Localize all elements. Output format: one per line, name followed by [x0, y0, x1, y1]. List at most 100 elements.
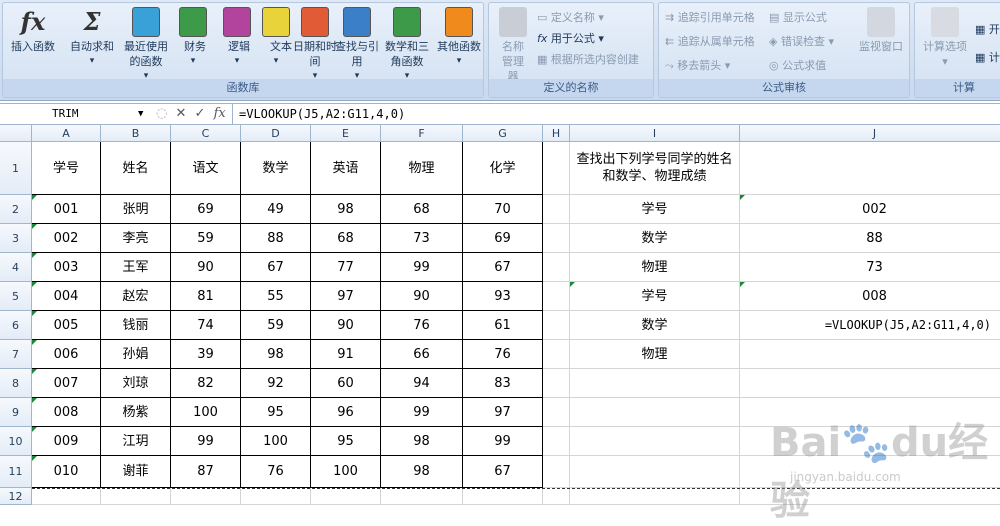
- cell-H2[interactable]: [543, 195, 570, 224]
- cell-D8[interactable]: 92: [241, 369, 311, 398]
- cell-D2[interactable]: 49: [241, 195, 311, 224]
- cell-B3[interactable]: 李亮: [101, 224, 171, 253]
- cell-I1[interactable]: 查找出下列学号同学的姓名和数学、物理成绩: [570, 142, 740, 195]
- cell-D5[interactable]: 55: [241, 282, 311, 311]
- cell-C7[interactable]: 39: [171, 340, 241, 369]
- cell-D12[interactable]: [241, 488, 311, 505]
- cell-D4[interactable]: 67: [241, 253, 311, 282]
- function-button-1[interactable]: Σ 自动求和 ▾: [67, 7, 117, 69]
- row-header-2[interactable]: 2: [0, 195, 32, 224]
- row-header-3[interactable]: 3: [0, 224, 32, 253]
- cell-A11[interactable]: 010: [32, 456, 101, 488]
- cell-C2[interactable]: 69: [171, 195, 241, 224]
- cell-C4[interactable]: 90: [171, 253, 241, 282]
- cell-E2[interactable]: 98: [311, 195, 381, 224]
- row-header-11[interactable]: 11: [0, 456, 32, 488]
- cell-A1[interactable]: 学号: [32, 142, 101, 195]
- column-header-F[interactable]: F: [381, 125, 463, 142]
- cell-F11[interactable]: 98: [381, 456, 463, 488]
- cell-A12[interactable]: [32, 488, 101, 505]
- cell-I7[interactable]: 物理: [570, 340, 740, 369]
- calc-now-button[interactable]: ▦ 开: [975, 23, 1000, 36]
- row-header-10[interactable]: 10: [0, 427, 32, 456]
- cell-C9[interactable]: 100: [171, 398, 241, 427]
- cell-D11[interactable]: 76: [241, 456, 311, 488]
- cell-B2[interactable]: 张明: [101, 195, 171, 224]
- cell-J3[interactable]: 88: [740, 224, 1000, 253]
- cell-A5[interactable]: 004: [32, 282, 101, 311]
- cell-B11[interactable]: 谢菲: [101, 456, 171, 488]
- cell-E3[interactable]: 68: [311, 224, 381, 253]
- cell-I6[interactable]: 数学: [570, 311, 740, 340]
- function-button-8[interactable]: 数学和三角函数 ▾: [381, 7, 433, 84]
- name-manager-button[interactable]: 名称管理器: [491, 7, 535, 84]
- cell-F6[interactable]: 76: [381, 311, 463, 340]
- function-button-2[interactable]: 最近使用的函数 ▾: [119, 7, 173, 84]
- cell-B7[interactable]: 孙娟: [101, 340, 171, 369]
- cell-D3[interactable]: 88: [241, 224, 311, 253]
- error-checking-button[interactable]: ◈ 错误检查 ▾: [769, 35, 834, 48]
- select-all-button[interactable]: [0, 125, 32, 142]
- cell-I11[interactable]: [570, 456, 740, 488]
- evaluate-formula-button[interactable]: ◎ 公式求值: [769, 59, 827, 72]
- cell-E10[interactable]: 95: [311, 427, 381, 456]
- cell-J8[interactable]: [740, 369, 1000, 398]
- trace-dependents-button[interactable]: ⇇ 追踪从属单元格: [665, 35, 755, 48]
- cell-B6[interactable]: 钱丽: [101, 311, 171, 340]
- cell-G1[interactable]: 化学: [463, 142, 543, 195]
- row-header-12[interactable]: 12: [0, 488, 32, 505]
- cell-D6[interactable]: 59: [241, 311, 311, 340]
- define-name-button[interactable]: ▭ 定义名称 ▾: [537, 11, 604, 24]
- cell-I4[interactable]: 物理: [570, 253, 740, 282]
- cell-B10[interactable]: 江玥: [101, 427, 171, 456]
- column-header-D[interactable]: D: [241, 125, 311, 142]
- cell-H11[interactable]: [543, 456, 570, 488]
- cell-D1[interactable]: 数学: [241, 142, 311, 195]
- cell-G10[interactable]: 99: [463, 427, 543, 456]
- cell-F2[interactable]: 68: [381, 195, 463, 224]
- column-header-C[interactable]: C: [171, 125, 241, 142]
- cell-H10[interactable]: [543, 427, 570, 456]
- cell-C11[interactable]: 87: [171, 456, 241, 488]
- formula-input[interactable]: =VLOOKUP(J5,A2:G11,4,0): [232, 104, 405, 124]
- row-header-7[interactable]: 7: [0, 340, 32, 369]
- cell-G9[interactable]: 97: [463, 398, 543, 427]
- cell-J10[interactable]: [740, 427, 1000, 456]
- cell-H12[interactable]: [543, 488, 570, 505]
- cancel-icon[interactable]: ✕: [175, 106, 187, 121]
- cell-J9[interactable]: [740, 398, 1000, 427]
- column-header-A[interactable]: A: [32, 125, 101, 142]
- cell-H8[interactable]: [543, 369, 570, 398]
- cell-D9[interactable]: 95: [241, 398, 311, 427]
- cell-G8[interactable]: 83: [463, 369, 543, 398]
- cell-H1[interactable]: [543, 142, 570, 195]
- cell-F8[interactable]: 94: [381, 369, 463, 398]
- row-header-8[interactable]: 8: [0, 369, 32, 398]
- cell-A6[interactable]: 005: [32, 311, 101, 340]
- cell-B8[interactable]: 刘琼: [101, 369, 171, 398]
- cell-J1[interactable]: [740, 142, 1000, 195]
- function-button-0[interactable]: fx 插入函数: [7, 7, 59, 54]
- cell-A2[interactable]: 001: [32, 195, 101, 224]
- column-header-H[interactable]: H: [543, 125, 570, 142]
- function-button-4[interactable]: 逻辑 ▾: [217, 7, 257, 69]
- cell-G5[interactable]: 93: [463, 282, 543, 311]
- chevron-down-icon[interactable]: ▼: [138, 109, 144, 119]
- cell-C8[interactable]: 82: [171, 369, 241, 398]
- function-button-7[interactable]: 查找与引用 ▾: [335, 7, 379, 84]
- function-button-6[interactable]: 日期和时间 ▾: [293, 7, 337, 84]
- use-in-formula-button[interactable]: fx 用于公式 ▾: [537, 32, 604, 45]
- row-header-9[interactable]: 9: [0, 398, 32, 427]
- cell-I10[interactable]: [570, 427, 740, 456]
- cell-C6[interactable]: 74: [171, 311, 241, 340]
- cell-I12[interactable]: [570, 488, 740, 505]
- cell-B9[interactable]: 杨紫: [101, 398, 171, 427]
- cell-F3[interactable]: 73: [381, 224, 463, 253]
- calc-options-button[interactable]: 计算选项 ▾: [917, 7, 973, 69]
- cell-H6[interactable]: [543, 311, 570, 340]
- row-header-5[interactable]: 5: [0, 282, 32, 311]
- column-header-E[interactable]: E: [311, 125, 381, 142]
- cell-G2[interactable]: 70: [463, 195, 543, 224]
- remove-arrows-button[interactable]: ⤳ 移去箭头 ▾: [665, 59, 731, 72]
- function-button-9[interactable]: 其他函数 ▾: [433, 7, 485, 69]
